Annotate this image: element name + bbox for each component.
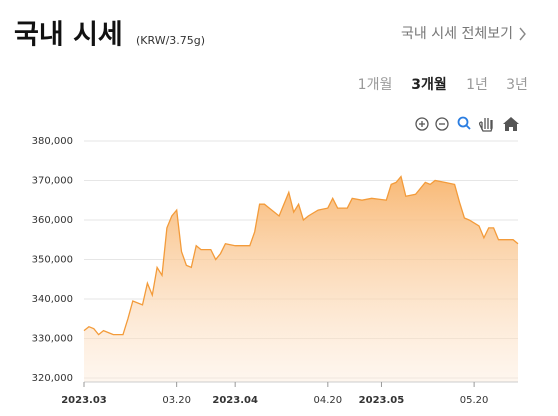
y-tick-label: 320,000 — [32, 373, 73, 384]
y-tick-label: 360,000 — [32, 215, 73, 226]
plot-area: 320,000 330,000 340,000 350,000 360,000 370,0… — [32, 136, 519, 406]
reset-icon[interactable] — [503, 117, 519, 131]
y-tick-label: 340,000 — [32, 294, 73, 305]
x-tick-label: 2023.03 — [61, 395, 107, 406]
zoom-select-icon[interactable] — [457, 116, 471, 130]
area-fill — [84, 176, 518, 382]
chevron-icon[interactable] — [519, 27, 526, 41]
x-tick-label: 05.20 — [460, 395, 489, 406]
x-tick-label: 2023.05 — [359, 395, 405, 406]
x-tick-label: 03.20 — [162, 395, 191, 406]
y-tick-label: 330,000 — [32, 334, 73, 345]
period-tab[interactable]: 3개월 — [411, 76, 447, 93]
chart-toolbar — [415, 116, 519, 132]
zoom-in-icon[interactable] — [415, 117, 429, 131]
pan-icon[interactable] — [478, 118, 493, 132]
y-tick-label: 350,000 — [32, 255, 73, 266]
x-tick-label: 04.20 — [313, 395, 342, 406]
view-all-link[interactable]: 국내 시세 전체보기 — [401, 26, 513, 42]
unit-label: (KRW/3.75g) — [136, 34, 205, 47]
page-title: 국내 시세 — [14, 20, 123, 51]
x-tick-label: 2023.04 — [212, 395, 258, 406]
zoom-out-icon[interactable] — [435, 117, 449, 131]
y-tick-label: 370,000 — [32, 175, 73, 186]
period-tabs: 1개월 3개월 1년 3년 — [358, 76, 528, 93]
period-tab[interactable]: 1개월 — [358, 77, 393, 93]
price-line — [83, 175, 519, 336]
y-tick-label: 380,000 — [32, 136, 73, 147]
period-tab[interactable]: 1년 — [466, 77, 488, 93]
period-tab[interactable]: 3년 — [506, 77, 528, 93]
